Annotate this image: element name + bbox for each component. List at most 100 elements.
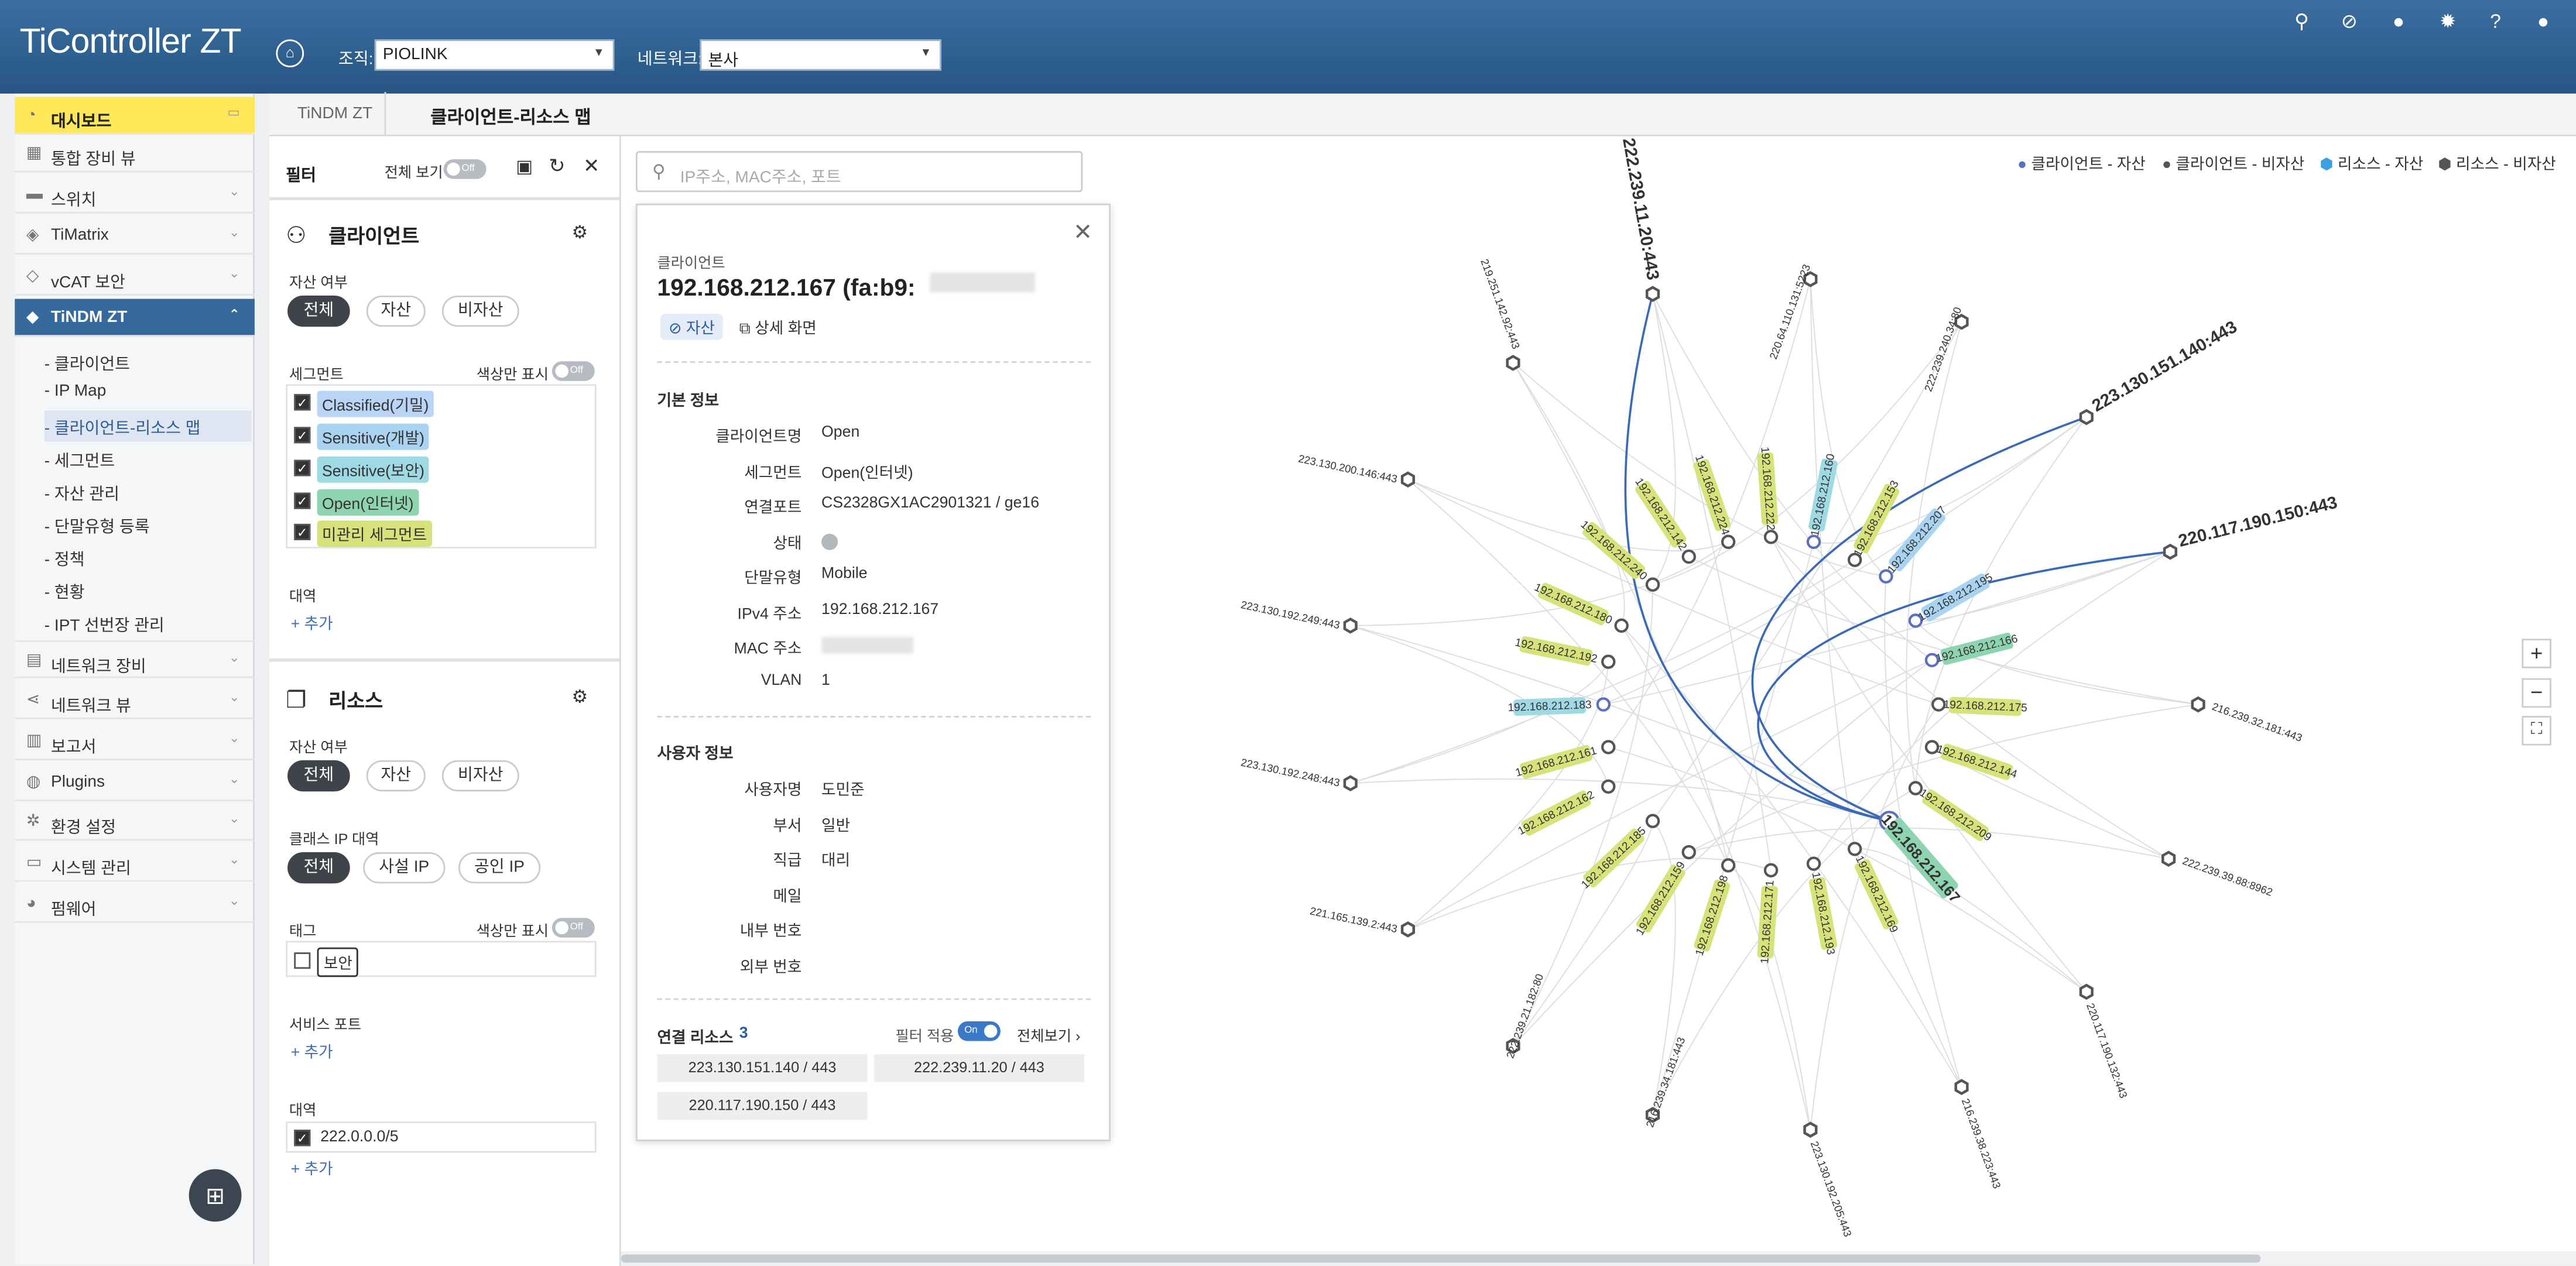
view-all-link[interactable]: 전체보기 › [1016,1028,1081,1045]
client-node[interactable]: 192.168.212.185 [1578,814,1660,893]
client-asset-yes[interactable]: 자산 [366,295,426,327]
ip-band-private[interactable]: 사설 IP [363,852,446,884]
segment-checkbox[interactable]: ✓ [294,492,311,509]
resource-node[interactable]: 220.117.190.150:443 [2163,493,2339,560]
segment-checkbox[interactable]: ✓ [294,523,311,540]
client-node[interactable]: 192.168.212.171 [1756,863,1779,965]
sidebar-item-vcat[interactable]: ◇ vCAT 보안 ⌄ [15,258,255,296]
segment-checkbox[interactable]: ✓ [294,394,311,411]
resource-node[interactable]: 219.251.142.92:443 [1478,257,1522,371]
tag-color-toggle[interactable]: Off [551,918,595,938]
sidebar-item-settings[interactable]: ✲ 환경 설정 ⌄ [15,803,255,841]
client-asset-no[interactable]: 비자산 [441,295,519,327]
detail-link[interactable]: ⧉ 상세 화면 [739,320,817,338]
org-select[interactable]: PIOLINK ▼ [374,39,615,71]
tab-client-resource-map[interactable]: 클라이언트-리소스 맵 [430,108,591,128]
client-node[interactable]: 192.168.212.169 [1847,842,1902,935]
sidebar-item-devices[interactable]: ▦ 통합 장비 뷰 [15,135,255,173]
sidebar-item-plugins[interactable]: ◍ Plugins ⌄ [15,764,255,802]
search-icon[interactable]: ⚲ [2294,9,2309,33]
linked-resource-item[interactable]: 220.117.190.150 / 443 [657,1092,868,1120]
close-icon[interactable]: ✕ [583,154,600,177]
sidebar-item-timatrix[interactable]: ◈ TiMatrix ⌄ [15,217,255,255]
segment-color-toggle[interactable]: Off [551,361,595,381]
service-port-add-link[interactable]: + 추가 [290,1044,333,1063]
submenu-client-resource-map[interactable]: - 클라이언트-리소스 맵 [44,410,252,442]
resource-node[interactable]: 223.130.192.249:443 [1240,598,1358,634]
resource-node[interactable]: 223.130.192.205:443 [1803,1121,1855,1238]
client-node[interactable]: 192.168.212.240 [1577,517,1660,592]
submenu-ipmap[interactable]: - IP Map [44,382,107,401]
resource-asset-yes[interactable]: 자산 [366,760,426,792]
bell-icon[interactable]: ● [2392,9,2405,33]
submenu-device-type[interactable]: - 단말유형 등록 [44,519,150,537]
linked-resource-item[interactable]: 223.130.151.140 / 443 [657,1054,868,1082]
client-node[interactable]: 192.168.212.159 [1632,845,1696,939]
resource-node[interactable]: 223.130.192.248:443 [1240,756,1358,792]
sidebar-item-firmware[interactable]: ◕ 펌웨어 ⌄ [15,885,255,923]
map-search-input[interactable]: ⚲ IP주소, MAC주소, 포트 [635,151,1083,193]
apps-grid-button[interactable]: ⊞ [189,1169,242,1222]
sidebar-item-tindm[interactable]: ◆ TiNDM ZT ⌃ [15,299,255,337]
client-node[interactable]: 192.168.212.198 [1691,858,1736,958]
client-node[interactable]: 192.168.212.183 [1508,697,1611,716]
resource-node[interactable]: 220.64.110.131:5223 [1767,263,1818,361]
band-checkbox[interactable]: ✓ [294,1130,311,1147]
home-icon[interactable]: ⌂ [276,39,304,68]
tag-checkbox[interactable] [294,952,311,969]
resource-node[interactable]: 216.239.34.181:443 [1643,1035,1687,1128]
highlighted-edge[interactable] [1624,293,1890,822]
zoom-in-button[interactable]: + [2522,639,2551,668]
help-icon[interactable]: ? [2490,9,2501,33]
map-horizontal-scrollbar[interactable] [621,1251,2576,1265]
segment-checkbox[interactable]: ✓ [294,427,311,444]
resource-band-add-link[interactable]: + 추가 [290,1161,333,1179]
save-icon[interactable]: ▣ [516,157,533,177]
resource-node[interactable]: 220.117.190.132:443 [2079,983,2130,1100]
segment-checkbox[interactable]: ✓ [294,459,311,476]
resource-node[interactable]: 223.130.151.140:443 [2079,317,2241,426]
refresh-icon[interactable]: ↻ [549,154,566,177]
client-band-add-link[interactable]: + 추가 [290,616,333,634]
submenu-asset[interactable]: - 자산 관리 [44,486,119,505]
user-icon[interactable]: ● [2537,9,2550,33]
network-select[interactable]: 본사 ▼ [700,39,941,71]
client-node[interactable]: 192.168.212.160 [1806,452,1839,550]
submenu-segment[interactable]: - 세그먼트 [44,453,115,472]
sidebar-item-system[interactable]: ▭ 시스템 관리 ⌄ [15,844,255,882]
resource-node[interactable]: 222.239.39.88:8962 [2161,850,2274,898]
submenu-policy[interactable]: - 정책 [44,551,85,570]
client-node[interactable]: 192.168.212.175 [1931,697,2027,716]
view-all-toggle[interactable]: Off [443,159,487,179]
settings-icon[interactable]: ⚙ [571,688,588,708]
client-node[interactable]: 192.168.212.161 [1513,740,1616,781]
submenu-ipt[interactable]: - IPT 선번장 관리 [44,617,165,636]
client-node[interactable]: 192.168.212.224 [1691,453,1736,550]
sidebar-item-network-view[interactable]: ⋖ 네트워크 뷰 ⌄ [15,681,255,719]
resource-node[interactable]: 222.239.21.182:80 [1503,972,1546,1060]
sidebar-item-report[interactable]: ▥ 보고서 ⌄ [15,722,255,760]
client-node[interactable]: 192.168.212.180 [1532,579,1629,633]
filter-apply-toggle[interactable]: On [957,1021,1001,1041]
client-node[interactable]: 192.168.212.192 [1513,634,1616,669]
tab-tindm[interactable]: TiNDM ZT [297,105,373,123]
submenu-client[interactable]: - 클라이언트 [44,356,130,375]
client-node[interactable]: 192.168.212.193 [1806,856,1839,956]
client-node[interactable]: 192.168.212.144 [1924,740,2019,783]
resource-node[interactable]: 223.130.200.146:443 [1297,452,1415,488]
scrollbar-thumb[interactable] [621,1254,2261,1263]
resource-node[interactable]: 222.239.11.20:443 [1619,136,1663,302]
sidebar-item-switch[interactable]: ▬ 스위치 ⌄ [15,176,255,214]
ip-band-public[interactable]: 공인 IP [458,852,541,884]
resource-node[interactable]: 221.165.139.2:443 [1309,904,1415,938]
fullscreen-button[interactable]: ⛶ [2522,716,2551,746]
resource-asset-no[interactable]: 비자산 [441,760,519,792]
map-graph[interactable]: 222.239.11.20:443 220.64.110.131:5223 222.… [621,136,2576,1251]
settings-icon[interactable]: ⚙ [571,223,588,243]
gear-icon[interactable]: ✹ [2440,9,2457,33]
client-node[interactable]: 192.168.212.153 [1847,478,1903,567]
ip-band-all[interactable]: 전체 [287,852,350,884]
client-node[interactable]: 192.168.212.195 [1908,569,1996,628]
client-node[interactable]: 192.168.212.222 [1756,447,1779,544]
client-node[interactable]: 192.168.212.209 [1908,781,1995,846]
